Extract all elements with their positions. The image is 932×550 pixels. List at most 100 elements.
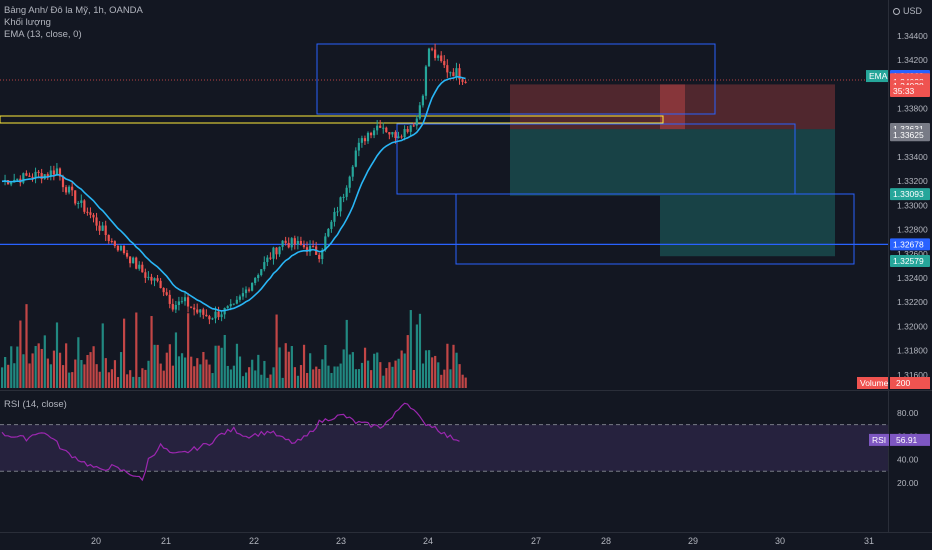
price-tick-label: 1.33200 xyxy=(897,176,928,186)
rsi-tag-label: RSI xyxy=(872,435,886,445)
candle-body xyxy=(55,168,58,175)
volume-bar xyxy=(10,346,13,388)
candle-body xyxy=(403,129,406,138)
time-tick-label: 28 xyxy=(601,536,611,546)
candle-body xyxy=(83,200,86,212)
price-tag-label: 1.33625 xyxy=(893,130,924,140)
volume-bar xyxy=(202,351,205,388)
candle-body xyxy=(452,72,455,77)
candle-body xyxy=(165,292,168,295)
volume-bar xyxy=(376,352,379,388)
volume-bar xyxy=(284,343,287,388)
volume-bar xyxy=(275,314,278,388)
volume-bar xyxy=(342,349,345,388)
volume-bar xyxy=(68,372,71,388)
candle-body xyxy=(61,176,65,188)
candle-body xyxy=(89,212,92,215)
volume-bar xyxy=(263,360,266,388)
price-tick-label: 1.33800 xyxy=(897,104,928,114)
volume-bar xyxy=(248,367,251,388)
volume-bar xyxy=(4,356,7,388)
candle-body xyxy=(284,240,287,243)
candle-body xyxy=(183,297,187,302)
candle-body xyxy=(464,81,467,83)
volume-bar xyxy=(86,354,89,388)
rsi-legend[interactable]: RSI (14, close) xyxy=(4,399,67,410)
candle-body xyxy=(74,190,77,204)
volume-bar xyxy=(110,369,113,388)
volume-bar xyxy=(315,366,318,388)
candle-body xyxy=(415,118,418,126)
candle-body xyxy=(193,307,196,310)
candle-body xyxy=(263,262,266,270)
candle-body xyxy=(168,294,171,304)
candle-body xyxy=(357,142,360,151)
volume-bar xyxy=(223,334,226,388)
volume-bar xyxy=(135,312,138,388)
volume-bar xyxy=(357,369,361,388)
candle-body xyxy=(208,316,211,320)
rsi-line xyxy=(1,402,460,482)
volume-bar xyxy=(309,353,312,388)
volume-bar xyxy=(1,367,4,388)
price-tick-label: 1.32000 xyxy=(897,321,928,331)
volume-bar xyxy=(65,343,68,388)
volume-bar xyxy=(92,346,95,388)
volume-bar xyxy=(290,346,293,388)
volume-bar xyxy=(193,366,196,388)
volume-bar xyxy=(281,377,284,388)
candle-body xyxy=(266,257,269,263)
volume-legend[interactable]: Khối lượng xyxy=(4,17,51,28)
rsi-value-tag xyxy=(890,433,930,446)
price-tag xyxy=(890,188,930,201)
volume-bar xyxy=(46,358,49,388)
candle-body xyxy=(251,282,254,291)
candle-body xyxy=(132,257,135,264)
volume-bar xyxy=(132,376,135,388)
candle-body xyxy=(275,247,278,255)
volume-bar xyxy=(434,355,437,388)
symbol-title[interactable]: Bảng Anh/ Đô la Mỹ, 1h, OANDA xyxy=(4,5,143,16)
candle-body xyxy=(373,130,376,136)
volume-tag-label: Volume xyxy=(860,378,889,388)
volume-bar xyxy=(251,359,254,388)
price-tick-label: 1.34200 xyxy=(897,55,928,65)
volume-bar xyxy=(80,359,83,388)
candle-body xyxy=(46,174,49,177)
candle-body xyxy=(379,125,382,128)
volume-bar xyxy=(83,364,86,388)
currency-icon xyxy=(892,8,900,16)
candle-body xyxy=(159,280,162,289)
candle-body xyxy=(290,238,293,248)
volume-bar xyxy=(312,369,315,388)
candle-body xyxy=(241,293,245,297)
volume-bar xyxy=(278,347,281,388)
volume-bar xyxy=(144,369,147,388)
rsi-tick-label: 80.00 xyxy=(897,408,919,418)
candle-body xyxy=(354,150,357,167)
price-tick-label: 1.33000 xyxy=(897,200,928,210)
rsi-value-label: 56.91 xyxy=(896,435,918,445)
candle-body xyxy=(49,170,52,177)
price-tick-label: 1.34400 xyxy=(897,31,928,41)
currency-label[interactable]: USD xyxy=(892,6,922,16)
candle-body xyxy=(211,318,214,320)
volume-bar xyxy=(180,353,184,388)
volume-bar xyxy=(177,356,181,388)
volume-bar xyxy=(415,324,418,388)
volume-bar xyxy=(19,320,22,388)
price-tick-label: 1.33400 xyxy=(897,152,928,162)
candle-body xyxy=(202,309,205,315)
rsi-band xyxy=(0,424,888,472)
candle-body xyxy=(299,240,302,245)
candle-body xyxy=(107,235,110,241)
candle-body xyxy=(247,289,251,291)
target-zone xyxy=(510,129,660,196)
candle-body xyxy=(351,166,354,177)
candle-body xyxy=(217,311,220,318)
ema-legend[interactable]: EMA (13, close, 0) xyxy=(4,29,82,40)
time-tick-label: 23 xyxy=(336,536,346,546)
volume-bar xyxy=(306,372,309,388)
